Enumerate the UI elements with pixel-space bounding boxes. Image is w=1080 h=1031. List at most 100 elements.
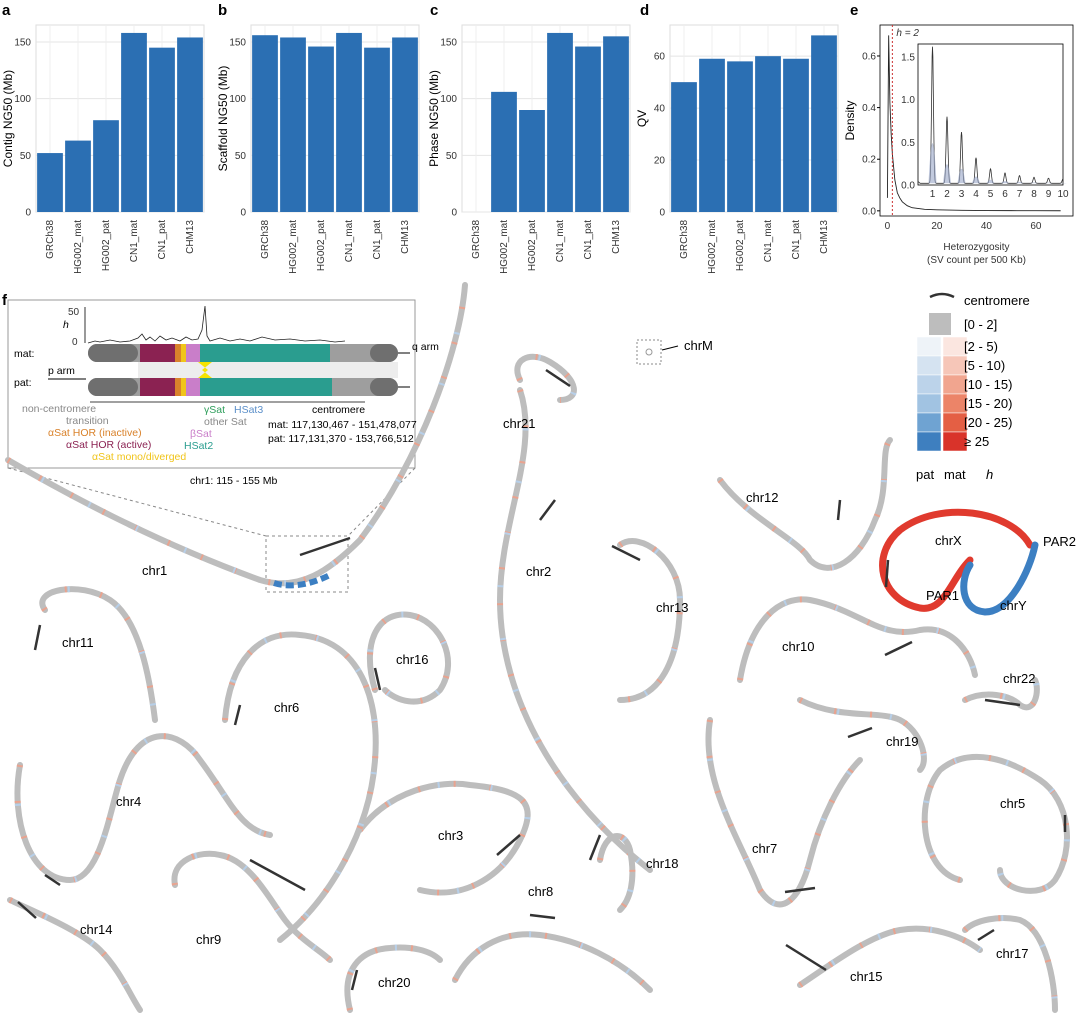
chr11-label: chr11 [62, 635, 94, 650]
chr17-label: chr17 [996, 946, 1029, 961]
centromere-arc [44, 873, 61, 887]
centromere-arc [33, 624, 42, 651]
mat-hsat2 [200, 344, 330, 362]
inset-x-tick-label: 1 [930, 189, 936, 200]
inset-peak-fill [972, 176, 980, 184]
chr15-curve [797, 925, 983, 988]
chrM-label: chrM [684, 338, 713, 353]
centromere-arc [785, 943, 827, 972]
chr11-curve [39, 586, 158, 723]
y-tick-label: 150 [440, 38, 457, 49]
inset-peak-fill [1015, 181, 1024, 184]
x-tick-label: HG002_pat [527, 220, 538, 271]
chr5-curve [921, 753, 1070, 894]
mat-track-right-end [370, 344, 398, 362]
centromere-arc [249, 858, 306, 892]
x-tick-label: 60 [1030, 221, 1042, 232]
bar-CN1_mat [755, 56, 781, 212]
chr20-label: chr20 [378, 975, 411, 990]
inset-peak-fill [986, 179, 995, 184]
legend-gammasat: γSat [204, 404, 225, 416]
chr8-label: chr8 [528, 884, 553, 899]
legend-bin: [10 - 15) [964, 377, 1012, 392]
chr14-curve [7, 897, 143, 1013]
legend-hor-inactive: αSat HOR (inactive) [48, 427, 142, 439]
chr9-label: chr9 [196, 932, 221, 947]
chr7-label: chr7 [752, 841, 777, 856]
chr7-curve [705, 717, 863, 908]
inset-density-line [917, 46, 1064, 184]
inset-y-tick-label: 0.0 [901, 181, 915, 192]
density-line [886, 35, 1061, 212]
zoom-line-right [347, 467, 416, 537]
chr15-label: chr15 [850, 969, 883, 984]
y-tick-label: 100 [440, 94, 457, 105]
centromere-inset-label: centromere [312, 404, 365, 416]
legend-mono: αSat mono/diverged [92, 451, 186, 463]
bar-CN1_pat [575, 46, 601, 213]
bar-HG002_mat [491, 91, 517, 212]
x-tick-label: CN1_pat [583, 220, 594, 260]
pat-hor-active [140, 378, 175, 396]
legend-centromere-mark [929, 292, 955, 299]
y-tick-label: 20 [654, 156, 666, 167]
centromere-arc [847, 726, 873, 739]
centromere-arc [350, 969, 359, 991]
x-tick-label: GRCh38 [260, 220, 271, 259]
x-tick-label: CN1_mat [129, 220, 140, 262]
centromere-arc [884, 640, 913, 657]
legend-bin-0: [0 - 2] [964, 317, 997, 332]
x-tick-label: CN1_mat [344, 220, 355, 262]
chr12-label: chr12 [746, 490, 779, 505]
x-tick-label: HG002_mat [288, 220, 299, 274]
pat-track-right-end [370, 378, 398, 396]
x-tick-label: CHM13 [400, 220, 411, 254]
y-tick-label: 0 [451, 208, 457, 219]
y-axis-label: QV [635, 110, 649, 127]
bar-HG002_pat [308, 46, 334, 213]
y-axis-label: Phase NG50 (Mb) [427, 70, 441, 167]
mat-hor-inactive [175, 344, 181, 362]
x-tick-label: CN1_pat [372, 220, 383, 260]
bar-CN1_mat [121, 32, 147, 212]
h-threshold-label: h = 2 [896, 28, 919, 39]
inset-x-tick-label: 2 [944, 189, 950, 200]
inset-x-tick-label: 10 [1057, 189, 1069, 200]
chrM-circle [645, 348, 653, 356]
x-tick-label: HG002_mat [73, 220, 84, 274]
bar-GRCh38 [671, 82, 697, 212]
bar-HG002_mat [280, 37, 306, 212]
chr20-curve [344, 944, 443, 1013]
panel-label-d: d [640, 2, 649, 19]
chr21-het-marks-pat [514, 353, 577, 403]
chrY-curve [960, 541, 1039, 616]
inset-peak-fill [1001, 181, 1009, 184]
bar-chart-c: 0 50 100 150 GRCh38 HG002_mat HG002_pat CN1_mat… [427, 24, 631, 274]
x-tick-label: GRCh38 [679, 220, 690, 259]
chr14-het-marks [8, 897, 143, 1012]
h-track [87, 305, 346, 344]
legend-bin: ≥ 25 [964, 434, 989, 449]
chr6-curve [222, 631, 379, 943]
y-tick-label: 150 [14, 38, 31, 49]
y-tick-label: 150 [229, 38, 246, 49]
inset-peak-fill [943, 164, 951, 184]
bar-HG002_pat [93, 120, 119, 212]
centromere-arc [233, 704, 242, 726]
y-tick-label: 0.4 [862, 103, 876, 114]
legend-pat-swatch [916, 393, 942, 414]
chr8-het-marks-pat [452, 931, 653, 993]
chr5-label: chr5 [1000, 796, 1025, 811]
chr21-curve [514, 353, 577, 403]
chr6-label: chr6 [274, 700, 299, 715]
y-tick-label: 0.0 [862, 206, 876, 217]
y-tick-label: 100 [229, 94, 246, 105]
bar-CHM13 [177, 37, 203, 212]
y-tick-label: 0.2 [862, 155, 876, 166]
inset-peak-fill [1044, 182, 1053, 184]
chr13-label: chr13 [656, 600, 689, 615]
chrX-curve [879, 508, 1034, 612]
centromere-arc [545, 368, 571, 388]
centromere-arc [588, 834, 602, 861]
